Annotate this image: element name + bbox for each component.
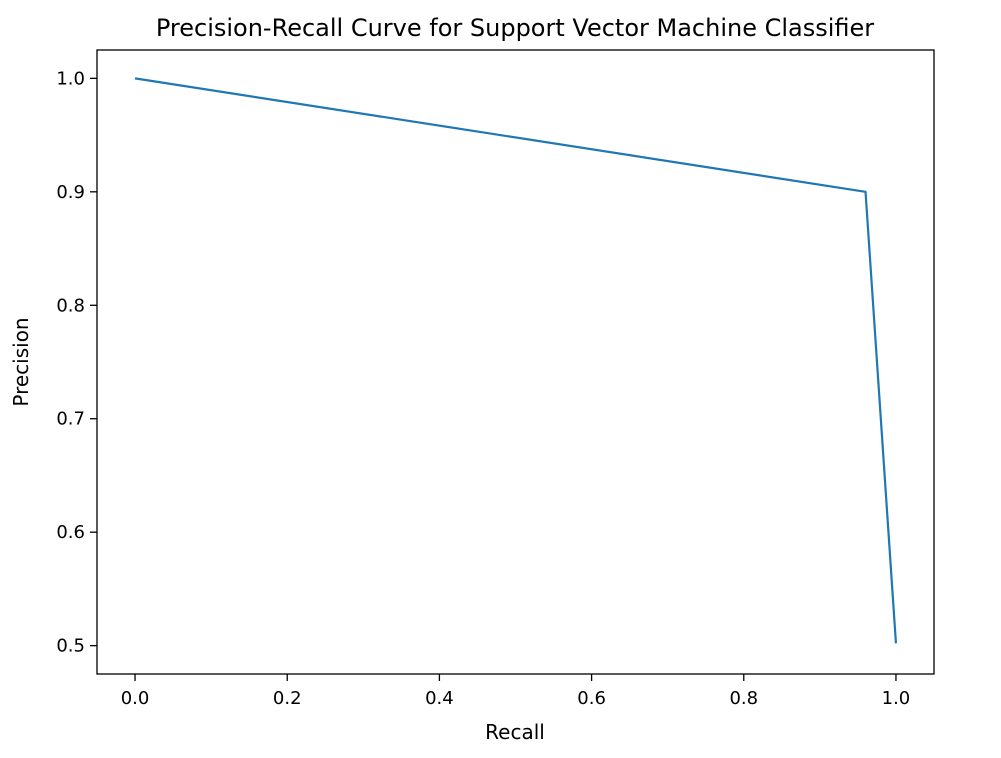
x-tick-label: 0.2 — [273, 688, 302, 709]
y-tick-label: 0.9 — [56, 182, 85, 203]
y-tick-label: 0.5 — [56, 636, 85, 657]
x-tick-label: 1.0 — [882, 688, 911, 709]
y-tick-label: 0.8 — [56, 295, 85, 316]
series-layer — [134, 77, 898, 644]
chart-title: Precision-Recall Curve for Support Vecto… — [156, 14, 874, 42]
y-axis-ticks: 0.5 0.6 0.7 0.8 0.9 1.0 — [56, 68, 97, 657]
x-tick-label: 0.6 — [577, 688, 606, 709]
y-tick-label: 0.6 — [56, 522, 85, 543]
x-tick-label: 0.4 — [425, 688, 454, 709]
pr-curve-line — [134, 77, 898, 644]
x-tick-label: 0.8 — [729, 688, 758, 709]
y-tick-label: 0.7 — [56, 409, 85, 430]
y-axis-label: Precision — [9, 317, 33, 406]
x-axis-label: Recall — [485, 720, 545, 744]
x-axis-ticks: 0.0 0.2 0.4 0.6 0.8 1.0 — [121, 674, 911, 709]
x-tick-label: 0.0 — [121, 688, 150, 709]
y-tick-label: 1.0 — [56, 68, 85, 89]
plot-area — [96, 49, 935, 675]
